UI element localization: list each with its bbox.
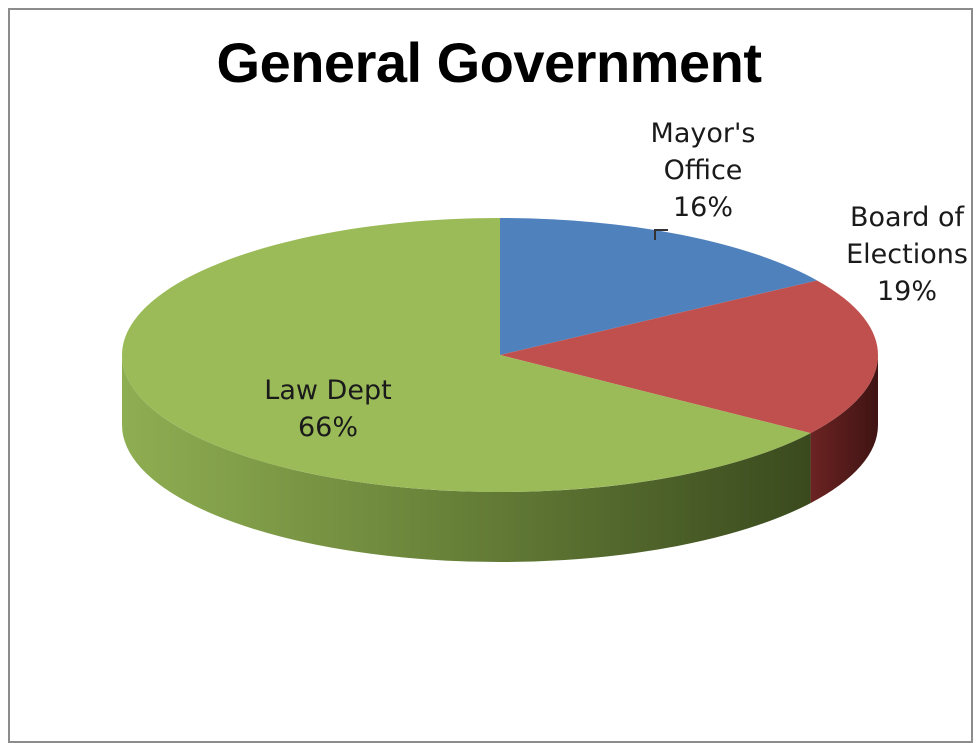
pie-side-board-of-elections [810,355,878,504]
pie-slice-mayor-s-office [500,218,818,355]
slice-label-board-of-elections: Board of Elections 19% [846,202,968,307]
leader-line [654,229,668,240]
chart-title: General Government [216,31,762,94]
slice-label-mayor-s-office: Mayor's Office 16% [651,118,756,223]
pie-side-law-dept [122,355,811,562]
pie-labels: Mayor's Office 16% Board of Elections 19% Law … [264,118,968,443]
pie-slice-board-of-elections [500,280,879,434]
slice-label-law-dept: Law Dept 66% [264,375,391,443]
pie-tops [122,218,879,492]
pie-sides [122,355,878,562]
pie-slice-law-dept [122,218,811,492]
